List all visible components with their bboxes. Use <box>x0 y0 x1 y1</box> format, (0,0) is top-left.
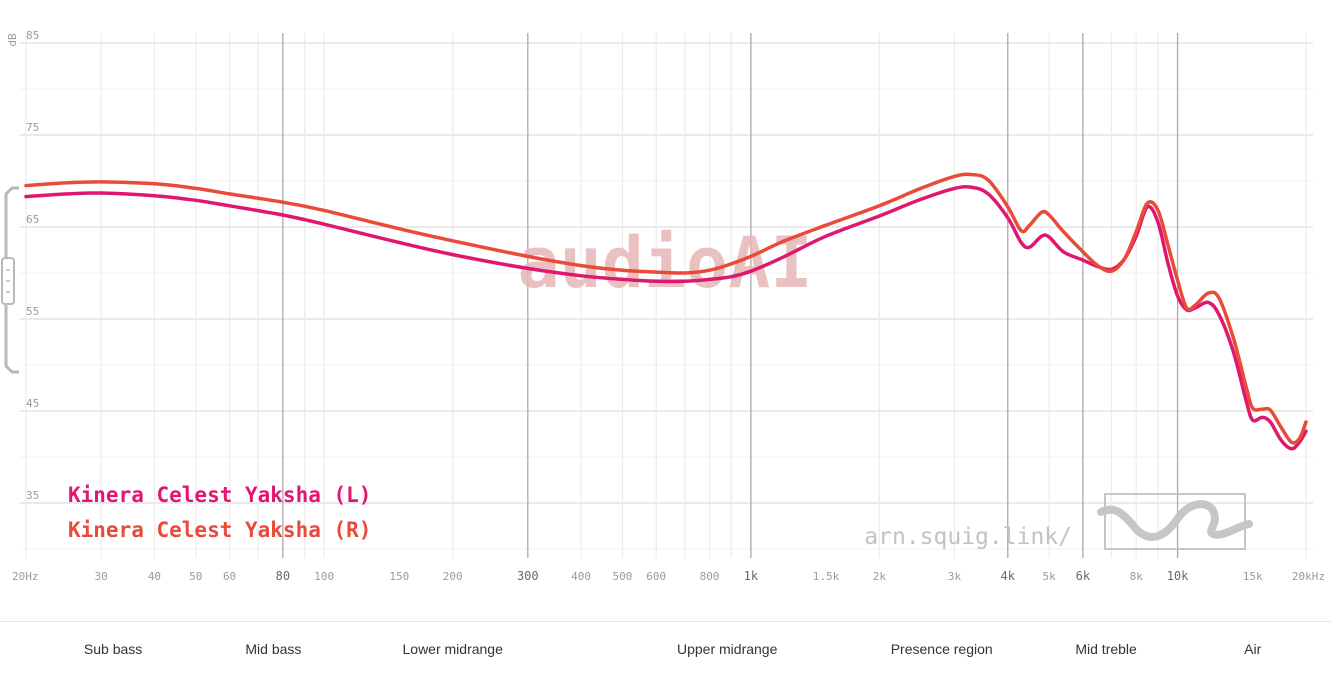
curves <box>24 172 1308 451</box>
x-tick-label: 100 <box>314 570 334 583</box>
y-tick-label: 75 <box>26 121 39 134</box>
band-label: Mid treble <box>1075 641 1137 657</box>
x-tick-label: 200 <box>443 570 463 583</box>
y-axis-scaler-handle[interactable] <box>1 186 19 374</box>
x-tick-label: 800 <box>700 570 720 583</box>
y-tick-label: 35 <box>26 489 39 502</box>
band-label: Air <box>1244 641 1262 657</box>
y-tick-label: 45 <box>26 397 39 410</box>
frequency-band-labels: Sub bass Mid bass Lower midrange Upper midr… <box>0 621 1331 673</box>
legend: Kinera Celest Yaksha (L) Kinera Celest Ya… <box>68 483 371 542</box>
site-credit-text: arn.squig.link/ <box>864 524 1072 550</box>
band-label: Mid bass <box>245 641 302 657</box>
axes: dB 85 75 65 55 45 35 20Hz 30 40 50 60 80 100 150 200 30… <box>6 29 1325 583</box>
y-tick-label: 55 <box>26 305 39 318</box>
x-tick-label: 10k <box>1167 569 1189 583</box>
y-tick-label: 85 <box>26 29 39 42</box>
x-tick-label: 80 <box>276 569 290 583</box>
x-tick-label: 8k <box>1130 570 1144 583</box>
x-tick-label: 15k <box>1243 570 1263 583</box>
x-tick-label: 60 <box>223 570 236 583</box>
x-tick-label: 2k <box>873 570 887 583</box>
grid <box>20 33 1313 558</box>
band-label: Lower midrange <box>402 641 503 657</box>
squiglink-logo <box>1097 493 1253 550</box>
legend-entry-left[interactable]: Kinera Celest Yaksha (L) <box>68 483 371 507</box>
y-axis-unit-label: dB <box>6 33 19 47</box>
x-tick-label: 20kHz <box>1292 570 1325 583</box>
x-tick-label: 5k <box>1042 570 1056 583</box>
x-tick-label: 40 <box>148 570 161 583</box>
x-tick-label: 300 <box>517 569 539 583</box>
x-tick-label: 30 <box>95 570 108 583</box>
fr-curve-right[interactable] <box>24 172 1308 445</box>
x-tick-label: 600 <box>646 570 666 583</box>
fr-curve-left[interactable] <box>24 185 1308 451</box>
x-tick-label: 20Hz <box>12 570 39 583</box>
band-label: Presence region <box>890 641 993 657</box>
x-tick-label: 6k <box>1076 569 1091 583</box>
x-tick-label: 50 <box>189 570 202 583</box>
x-tick-label: 1k <box>744 569 759 583</box>
band-label: Sub bass <box>83 641 143 657</box>
x-tick-label: 150 <box>389 570 409 583</box>
legend-entry-right[interactable]: Kinera Celest Yaksha (R) <box>68 518 371 542</box>
y-tick-label: 65 <box>26 213 39 226</box>
x-tick-label: 4k <box>1001 569 1016 583</box>
x-tick-label: 3k <box>948 570 962 583</box>
band-label: Upper midrange <box>676 641 778 657</box>
x-tick-label: 400 <box>571 570 591 583</box>
x-tick-label: 1.5k <box>813 570 840 583</box>
x-tick-label: 500 <box>613 570 633 583</box>
